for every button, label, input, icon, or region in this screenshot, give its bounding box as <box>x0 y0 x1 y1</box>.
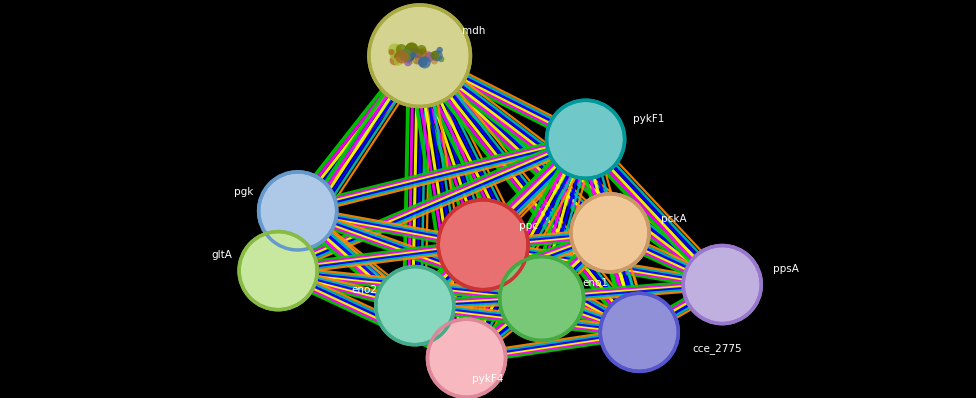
Ellipse shape <box>410 48 418 56</box>
Ellipse shape <box>423 51 432 60</box>
Ellipse shape <box>405 42 419 56</box>
Text: ppc: ppc <box>519 221 539 231</box>
Text: eno2: eno2 <box>351 285 377 295</box>
Ellipse shape <box>239 232 317 310</box>
Ellipse shape <box>410 52 416 58</box>
Ellipse shape <box>399 49 412 62</box>
Ellipse shape <box>389 55 399 65</box>
Ellipse shape <box>259 172 337 250</box>
Ellipse shape <box>396 44 407 55</box>
Text: mdh: mdh <box>462 26 485 36</box>
Ellipse shape <box>547 100 625 178</box>
Ellipse shape <box>430 51 439 60</box>
Ellipse shape <box>412 55 422 64</box>
Text: cce_2775: cce_2775 <box>693 343 742 354</box>
Ellipse shape <box>402 52 411 60</box>
Ellipse shape <box>376 267 454 345</box>
Ellipse shape <box>388 43 401 57</box>
Ellipse shape <box>431 50 443 61</box>
Text: pykF4: pykF4 <box>472 374 504 384</box>
Text: eno1: eno1 <box>583 277 608 288</box>
Ellipse shape <box>369 5 470 107</box>
Ellipse shape <box>500 257 584 340</box>
Ellipse shape <box>436 47 443 53</box>
Ellipse shape <box>571 194 649 272</box>
Ellipse shape <box>404 59 412 66</box>
Text: ppsA: ppsA <box>773 263 798 274</box>
Ellipse shape <box>393 57 403 66</box>
Ellipse shape <box>402 51 415 62</box>
Ellipse shape <box>406 55 415 64</box>
Ellipse shape <box>389 49 401 60</box>
Ellipse shape <box>419 56 430 68</box>
Ellipse shape <box>427 319 506 397</box>
Text: pykF1: pykF1 <box>633 114 665 125</box>
Ellipse shape <box>399 53 407 60</box>
Ellipse shape <box>414 49 424 58</box>
Ellipse shape <box>388 49 394 55</box>
Ellipse shape <box>600 293 678 371</box>
Ellipse shape <box>438 200 528 290</box>
Ellipse shape <box>405 43 418 56</box>
Ellipse shape <box>394 52 404 62</box>
Ellipse shape <box>417 45 427 55</box>
Ellipse shape <box>395 50 409 64</box>
Ellipse shape <box>418 58 427 67</box>
Text: pgk: pgk <box>234 187 254 197</box>
Ellipse shape <box>438 56 444 62</box>
Ellipse shape <box>683 246 761 324</box>
Ellipse shape <box>408 52 417 61</box>
Text: pckA: pckA <box>661 214 686 224</box>
Ellipse shape <box>430 57 438 64</box>
Ellipse shape <box>394 51 402 60</box>
Ellipse shape <box>425 52 434 62</box>
Text: gltA: gltA <box>211 250 232 260</box>
Ellipse shape <box>402 47 415 60</box>
Ellipse shape <box>417 48 427 59</box>
